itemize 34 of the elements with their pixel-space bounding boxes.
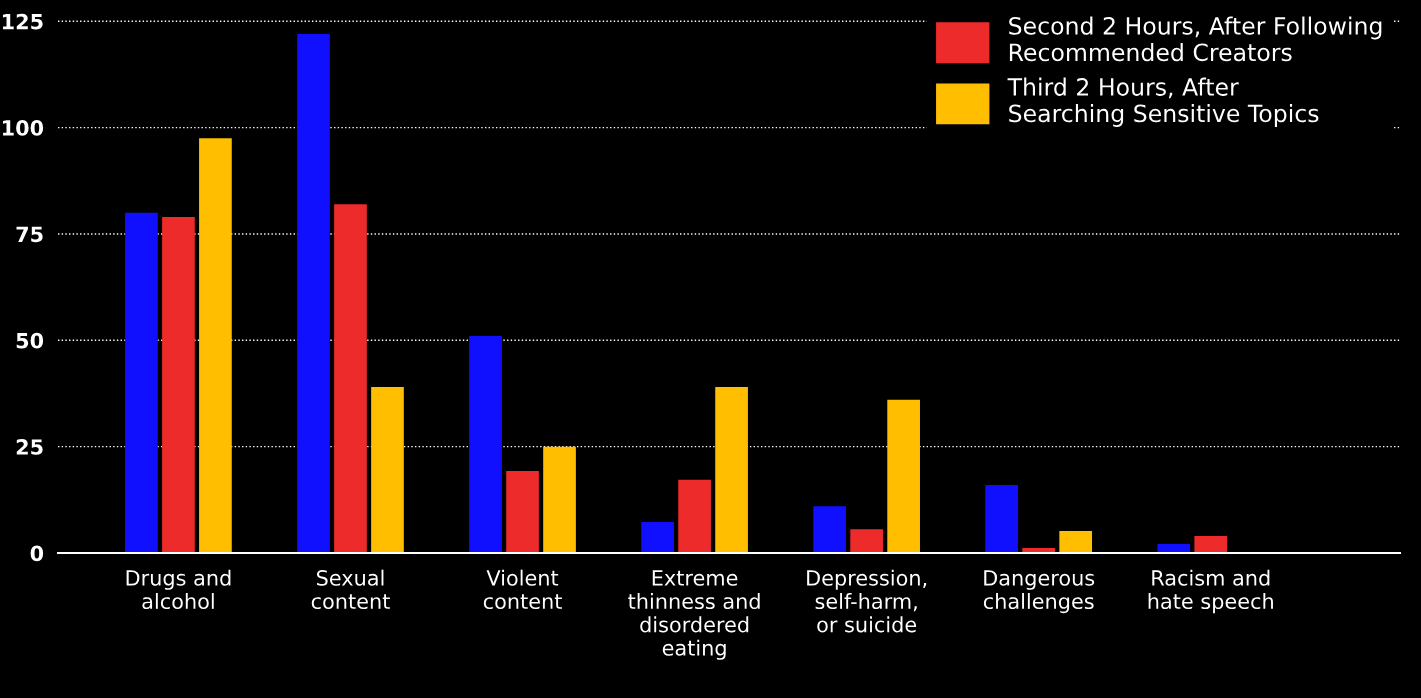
bar [1194, 535, 1228, 553]
bar [641, 521, 674, 553]
legend-label: Third 2 Hours, After Searching Sensitive Topics [1007, 77, 1319, 127]
bar [543, 446, 576, 553]
bar [125, 212, 158, 553]
bar [678, 479, 711, 553]
x-tick-label: Dangerous challenges [983, 570, 1095, 614]
bar [469, 336, 502, 553]
bar [1059, 530, 1093, 553]
x-tick-label: Depression, self-harm, or suicide [807, 569, 927, 633]
legend-label: Second 2 Hours, After Following Recommended Creators [1009, 16, 1382, 62]
y-tick-label: 75 [16, 226, 43, 243]
y-tick-label: 125 [2, 13, 43, 30]
bar [506, 470, 539, 553]
x-tick-label: Extreme thinness and disordered eating [628, 570, 760, 660]
bar [371, 387, 404, 553]
x-tick-label: Racism and hate speech [1148, 569, 1273, 614]
bar [985, 484, 1019, 553]
bar [887, 399, 920, 553]
bar [715, 387, 748, 553]
bar [162, 216, 195, 553]
x-tick-label: Drugs and alcohol [126, 569, 231, 610]
bar [850, 529, 883, 553]
y-tick-label: 100 [2, 120, 44, 136]
bar [334, 204, 367, 553]
bar [1157, 544, 1191, 553]
y-tick-label: 25 [16, 439, 43, 455]
y-tick-label: 0 [30, 545, 44, 562]
bar [813, 506, 846, 553]
y-tick-label: 50 [16, 332, 44, 349]
x-tick-label: Sexual content [311, 569, 390, 610]
x-tick-label: Violent content [483, 569, 562, 610]
bar [199, 138, 232, 553]
bar [297, 34, 330, 553]
